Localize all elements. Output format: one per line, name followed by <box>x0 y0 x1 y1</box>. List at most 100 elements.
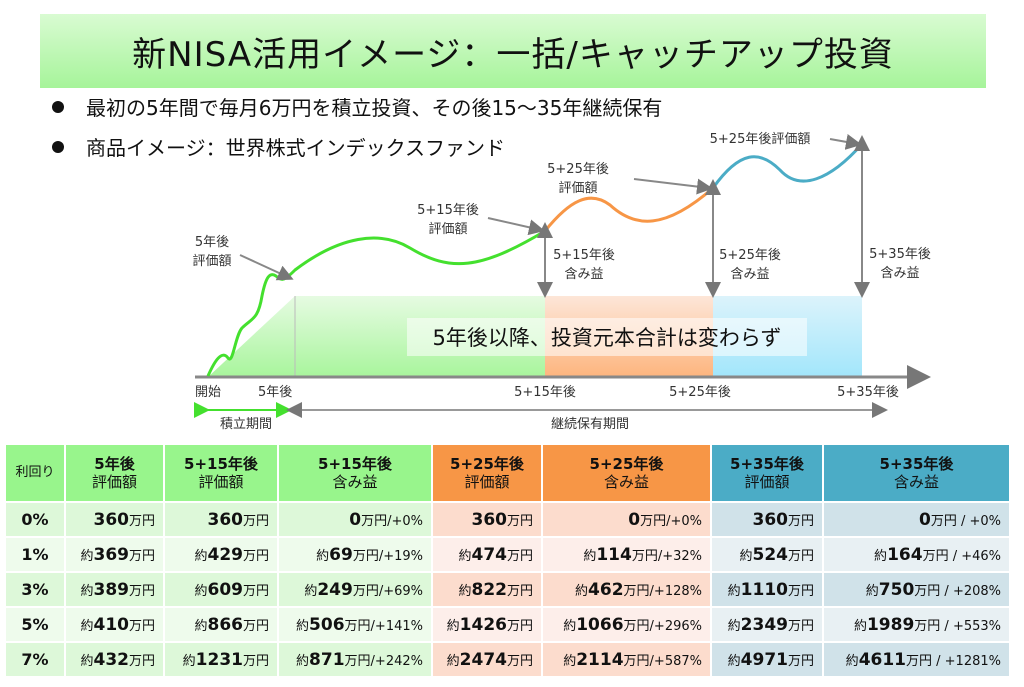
value-cell: 約871万円/+242% <box>279 643 431 676</box>
value-suffix: 万円 / +46% <box>922 548 1001 564</box>
gain-label-25-sub: 含み益 <box>730 266 769 282</box>
header-line2: 評価額 <box>464 473 510 491</box>
value-number: 0 <box>349 509 362 530</box>
value-suffix: 万円/+0% <box>361 513 423 529</box>
value-cell: 約249万円/+69% <box>279 573 431 606</box>
value-cell: 約4611万円 / +1281% <box>824 643 1009 676</box>
bullet-item: 商品イメージ：世界株式インデックスファンド <box>52 132 505 161</box>
approx-prefix: 約 <box>80 583 94 599</box>
value-number: 524 <box>752 544 788 565</box>
approx-prefix: 約 <box>458 583 472 599</box>
gain-label-25: 5+25年後 <box>719 248 781 263</box>
principal-note-box <box>407 318 807 356</box>
growth-diagram: 5年後以降、投資元本合計は変わらず 5年後 評価額 5+15年後 評価額 5+2… <box>192 132 931 432</box>
callout-15y-sub: 評価額 <box>428 222 467 237</box>
value-cell: 約2114万円/+587% <box>543 643 710 676</box>
header-line2: 評価額 <box>198 473 244 491</box>
value-number: 2474 <box>459 649 507 670</box>
value-number: 369 <box>93 544 129 565</box>
value-cell: 約429万円 <box>165 538 277 571</box>
callout-15y: 5+15年後 <box>417 203 479 218</box>
value-suffix: 万円 <box>506 583 533 599</box>
approx-prefix: 約 <box>182 653 196 669</box>
value-suffix: 万円 <box>506 653 533 669</box>
value-number: 360 <box>93 509 129 530</box>
callout-5y-sub: 評価額 <box>192 254 231 269</box>
value-cell: 約1110万円 <box>712 573 822 606</box>
value-suffix: 万円 <box>128 618 155 634</box>
column-header: 5+35年後 評価額 <box>712 445 822 501</box>
header-line1: 5+15年後 <box>318 455 392 473</box>
table-row: 7% 約432万円 約1231万円 約871万円/+242% 約2474万円 約2114万… <box>6 643 1009 676</box>
value-number: 360 <box>471 509 507 530</box>
value-cell: 約524万円 <box>712 538 822 571</box>
table-row: 0% 360万円 360万円 0万円/+0% 360万円 0万円/+0% 360万円 0万円 … <box>6 503 1009 536</box>
value-cell: 約2349万円 <box>712 608 822 641</box>
bullet-dot-icon <box>52 140 64 153</box>
value-number: 410 <box>93 614 129 635</box>
gain-label-15: 5+15年後 <box>553 248 615 263</box>
value-cell: 0万円/+0% <box>543 503 710 536</box>
header-line2: 含み益 <box>893 473 939 491</box>
value-number: 69 <box>329 544 353 565</box>
value-cell: 約4971万円 <box>712 643 822 676</box>
value-number: 164 <box>887 544 923 565</box>
value-number: 360 <box>752 509 788 530</box>
value-suffix: 万円/+128% <box>623 583 702 599</box>
value-cell: 約506万円/+141% <box>279 608 431 641</box>
value-number: 1066 <box>576 614 624 635</box>
value-suffix: 万円 <box>506 618 533 634</box>
value-suffix: 万円 / +553% <box>914 618 1001 634</box>
value-number: 506 <box>309 614 345 635</box>
value-suffix: 万円/+242% <box>344 653 423 669</box>
header-line1: 5+15年後 <box>184 455 258 473</box>
callout-25y: 5+25年後 <box>547 162 609 177</box>
axis-label: 開始 <box>195 385 221 400</box>
value-suffix: 万円 <box>787 618 814 634</box>
value-suffix: 万円/+69% <box>352 583 423 599</box>
approx-prefix: 約 <box>563 653 577 669</box>
header-line1: 5+35年後 <box>879 455 954 473</box>
value-cell: 約866万円 <box>165 608 277 641</box>
value-suffix: 万円 <box>128 653 155 669</box>
period-accumulation: 積立期間 <box>220 417 272 432</box>
value-suffix: 万円/+587% <box>623 653 702 669</box>
value-suffix: 万円/+32% <box>631 548 702 564</box>
value-suffix: 万円 <box>506 513 533 529</box>
value-suffix: 万円 / +1281% <box>906 653 1001 669</box>
value-cell: 0万円 / +0% <box>824 503 1009 536</box>
value-suffix: 万円 <box>128 583 155 599</box>
approx-prefix: 約 <box>80 548 94 564</box>
column-header: 5+25年後 評価額 <box>433 445 541 501</box>
rate-cell: 5% <box>6 608 64 641</box>
approx-prefix: 約 <box>296 653 310 669</box>
value-suffix: 万円 <box>787 583 814 599</box>
callout-5y: 5年後 <box>195 235 229 250</box>
approx-prefix: 約 <box>739 548 753 564</box>
value-suffix: 万円 <box>242 618 269 634</box>
value-cell: 約369万円 <box>66 538 163 571</box>
header-line2: 評価額 <box>744 473 790 491</box>
header-line2: 含み益 <box>332 473 378 491</box>
value-cell: 約389万円 <box>66 573 163 606</box>
bullet-text: 最初の5年間で毎月6万円を積立投資、その後15～35年継続保有 <box>86 96 663 120</box>
value-number: 2349 <box>740 614 788 635</box>
value-cell: 約164万円 / +46% <box>824 538 1009 571</box>
value-number: 4611 <box>858 649 907 670</box>
approx-prefix: 約 <box>194 583 208 599</box>
value-cell: 約822万円 <box>433 573 541 606</box>
gain-label-15-sub: 含み益 <box>564 266 603 282</box>
bullet-text: 商品イメージ：世界株式インデックスファンド <box>86 136 505 160</box>
rate-cell: 3% <box>6 573 64 606</box>
value-cell: 約1231万円 <box>165 643 277 676</box>
value-number: 871 <box>309 649 345 670</box>
axis-label: 5年後 <box>258 385 292 400</box>
column-header: 5+35年後 含み益 <box>824 445 1009 501</box>
rate-cell: 7% <box>6 643 64 676</box>
approx-prefix: 約 <box>727 653 741 669</box>
value-number: 462 <box>588 579 624 600</box>
value-cell: 360万円 <box>165 503 277 536</box>
callout-25y-sub: 評価額 <box>558 181 597 196</box>
table-row: 5% 約410万円 約866万円 約506万円/+141% 約1426万円 約1066万円… <box>6 608 1009 641</box>
column-header: 利回り <box>6 445 64 501</box>
